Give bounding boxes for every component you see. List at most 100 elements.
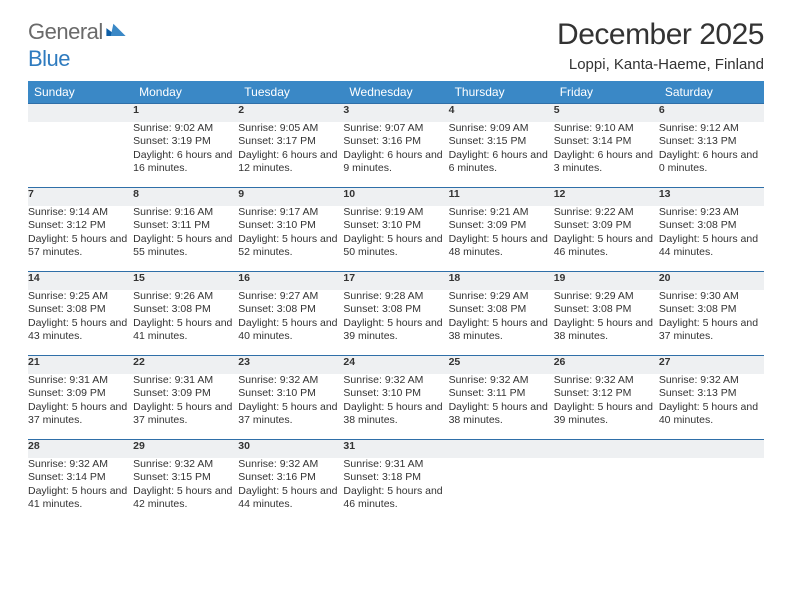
day-number-cell [449,440,554,458]
day-data-row: Sunrise: 9:02 AMSunset: 3:19 PMDaylight:… [28,122,764,188]
calendar-table: Sunday Monday Tuesday Wednesday Thursday… [28,81,764,524]
day-data-cell: Sunrise: 9:32 AMSunset: 3:12 PMDaylight:… [554,374,659,440]
sunrise-line: Sunrise: 9:31 AM [343,458,448,472]
sunrise-line: Sunrise: 9:05 AM [238,122,343,136]
sunset-line: Sunset: 3:14 PM [28,471,133,485]
day-number-cell: 11 [449,188,554,206]
sunrise-line: Sunrise: 9:27 AM [238,290,343,304]
day-data-cell: Sunrise: 9:31 AMSunset: 3:09 PMDaylight:… [133,374,238,440]
sunset-line: Sunset: 3:19 PM [133,135,238,149]
day-number-cell: 24 [343,356,448,374]
day-data-cell: Sunrise: 9:27 AMSunset: 3:08 PMDaylight:… [238,290,343,356]
daylight-line: Daylight: 5 hours and 40 minutes. [238,317,343,344]
daylight-line: Daylight: 5 hours and 40 minutes. [659,401,764,428]
day-number-cell: 29 [133,440,238,458]
day-data-cell: Sunrise: 9:30 AMSunset: 3:08 PMDaylight:… [659,290,764,356]
day-data-cell: Sunrise: 9:21 AMSunset: 3:09 PMDaylight:… [449,206,554,272]
sunrise-line: Sunrise: 9:32 AM [449,374,554,388]
day-number-cell: 7 [28,188,133,206]
sunset-line: Sunset: 3:09 PM [449,219,554,233]
day-data-row: Sunrise: 9:32 AMSunset: 3:14 PM Daylight:… [28,458,764,524]
day-data-cell: Sunrise: 9:17 AMSunset: 3:10 PMDaylight:… [238,206,343,272]
sunrise-line: Sunrise: 9:28 AM [343,290,448,304]
brand-mark-icon [105,22,127,39]
day-data-cell: Sunrise: 9:19 AMSunset: 3:10 PMDaylight:… [343,206,448,272]
sunrise-line: Sunrise: 9:22 AM [554,206,659,220]
daylight-line: Daylight: 5 hours and 37 minutes. [28,401,133,428]
sunset-line: Sunset: 3:12 PM [28,219,133,233]
brand-word-1: General [28,19,103,44]
day-number-row: 123456 [28,104,764,122]
day-number-cell [554,440,659,458]
day-number-cell: 20 [659,272,764,290]
weekday-header: Wednesday [343,81,448,104]
sunset-line: Sunset: 3:10 PM [238,219,343,233]
page-title: December 2025 [557,18,764,52]
sunrise-line: Sunrise: 9:32 AM [554,374,659,388]
daylight-line: Daylight: 6 hours and 9 minutes. [343,149,448,176]
day-data-cell: Sunrise: 9:32 AMSunset: 3:13 PMDaylight:… [659,374,764,440]
day-data-cell: Sunrise: 9:31 AMSunset: 3:09 PMDaylight:… [28,374,133,440]
daylight-line: Daylight: 6 hours and 6 minutes. [449,149,554,176]
sunrise-line: Sunrise: 9:32 AM [238,374,343,388]
day-number-cell: 13 [659,188,764,206]
daylight-line: Daylight: 5 hours and 44 minutes. [238,485,343,512]
sunrise-line: Sunrise: 9:17 AM [238,206,343,220]
daylight-line: Daylight: 5 hours and 46 minutes. [343,485,448,512]
weekday-header: Sunday [28,81,133,104]
day-data-cell: Sunrise: 9:32 AMSunset: 3:15 PMDaylight:… [133,458,238,524]
sunrise-line: Sunrise: 9:32 AM [343,374,448,388]
sunset-line: Sunset: 3:09 PM [133,387,238,401]
day-number-cell: 4 [449,104,554,122]
day-data-cell: Sunrise: 9:12 AMSunset: 3:13 PMDaylight:… [659,122,764,188]
sunrise-line: Sunrise: 9:09 AM [449,122,554,136]
daylight-line: Daylight: 6 hours and 16 minutes. [133,149,238,176]
day-data-cell: Sunrise: 9:28 AMSunset: 3:08 PMDaylight:… [343,290,448,356]
header-bar: GeneralBlue December 2025 Loppi, Kanta-H… [28,18,764,73]
sunset-line: Sunset: 3:11 PM [449,387,554,401]
sunrise-line: Sunrise: 9:26 AM [133,290,238,304]
day-data-cell: Sunrise: 9:29 AMSunset: 3:08 PMDaylight:… [554,290,659,356]
weekday-header: Thursday [449,81,554,104]
sunrise-line: Sunrise: 9:30 AM [659,290,764,304]
day-data-cell: Sunrise: 9:29 AMSunset: 3:08 PMDaylight:… [449,290,554,356]
sunset-line: Sunset: 3:08 PM [554,303,659,317]
sunset-line: Sunset: 3:18 PM [343,471,448,485]
day-number-cell: 6 [659,104,764,122]
day-data-cell [554,458,659,524]
weekday-header-row: Sunday Monday Tuesday Wednesday Thursday… [28,81,764,104]
day-number-cell [659,440,764,458]
sunrise-line: Sunrise: 9:31 AM [133,374,238,388]
sunset-line: Sunset: 3:09 PM [554,219,659,233]
daylight-line: Daylight: 5 hours and 46 minutes. [554,233,659,260]
brand-logo: GeneralBlue [28,18,127,70]
brand-word-2: Blue [28,46,70,71]
day-data-cell [28,122,133,188]
sunrise-line: Sunrise: 9:32 AM [28,458,133,472]
day-number-row: 21222324252627 [28,356,764,374]
daylight-line: Daylight: 5 hours and 50 minutes. [343,233,448,260]
day-number-cell: 16 [238,272,343,290]
sunset-line: Sunset: 3:16 PM [238,471,343,485]
daylight-line: Daylight: 5 hours and 57 minutes. [28,233,133,260]
sunset-line: Sunset: 3:10 PM [343,387,448,401]
day-number-cell: 27 [659,356,764,374]
day-number-cell: 9 [238,188,343,206]
sunrise-line: Sunrise: 9:16 AM [133,206,238,220]
weekday-header: Tuesday [238,81,343,104]
day-data-cell: Sunrise: 9:09 AMSunset: 3:15 PMDaylight:… [449,122,554,188]
day-number-cell: 15 [133,272,238,290]
day-data-cell: Sunrise: 9:23 AMSunset: 3:08 PMDaylight:… [659,206,764,272]
title-block: December 2025 Loppi, Kanta-Haeme, Finlan… [557,18,764,73]
sunset-line: Sunset: 3:10 PM [238,387,343,401]
daylight-line: Daylight: 5 hours and 37 minutes. [238,401,343,428]
sunset-line: Sunset: 3:14 PM [554,135,659,149]
sunrise-line: Sunrise: 9:10 AM [554,122,659,136]
day-number-cell: 28 [28,440,133,458]
daylight-line: Daylight: 5 hours and 37 minutes. [659,317,764,344]
sunset-line: Sunset: 3:15 PM [449,135,554,149]
day-data-cell: Sunrise: 9:07 AMSunset: 3:16 PMDaylight:… [343,122,448,188]
day-data-cell: Sunrise: 9:32 AMSunset: 3:14 PMDaylight:… [28,458,133,524]
day-data-cell: Sunrise: 9:25 AMSunset: 3:08 PMDaylight:… [28,290,133,356]
sunset-line: Sunset: 3:08 PM [449,303,554,317]
